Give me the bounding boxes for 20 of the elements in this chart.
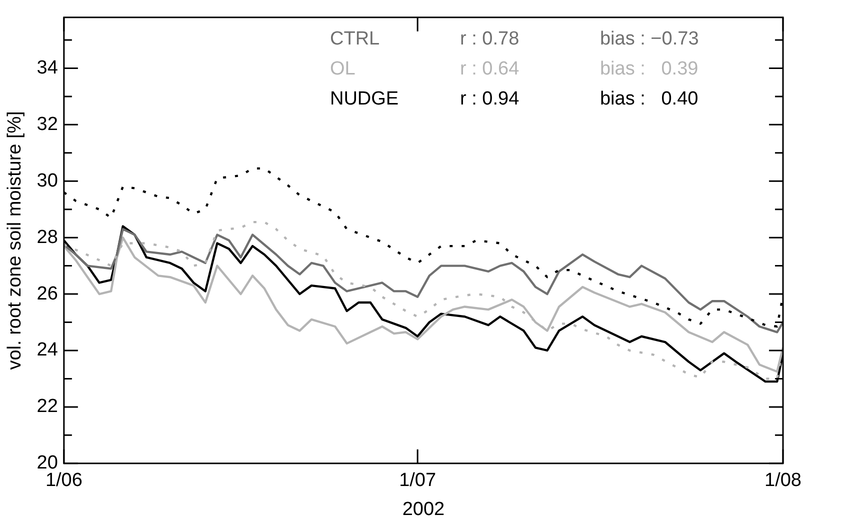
y-tick-label: 22 bbox=[36, 396, 58, 418]
x-axis-title: 2002 bbox=[402, 498, 445, 520]
y-tick-label: 32 bbox=[36, 114, 58, 135]
y-tick-label: 24 bbox=[36, 340, 58, 361]
annotation: bias : −0.73 bbox=[600, 28, 699, 50]
annotation: r : 0.64 bbox=[460, 58, 520, 80]
annotation: r : 0.78 bbox=[460, 28, 520, 50]
y-tick-label: 28 bbox=[36, 226, 58, 248]
x-tick-label: 1/07 bbox=[399, 470, 436, 492]
x-tick-label: 1/08 bbox=[764, 470, 802, 492]
y-tick-label: 34 bbox=[36, 57, 58, 78]
annotation: bias : 0.40 bbox=[600, 88, 698, 110]
text: CTRL bbox=[330, 28, 380, 50]
text: OL bbox=[330, 58, 356, 80]
annotation: r : 0.94 bbox=[460, 88, 520, 110]
text: NUDGE bbox=[330, 88, 399, 110]
y-axis-title: vol. root zone soil moisture [%] bbox=[4, 111, 26, 370]
annotation: bias : 0.39 bbox=[600, 58, 698, 80]
y-tick-label: 30 bbox=[36, 170, 58, 192]
y-tick-label: 26 bbox=[36, 283, 58, 304]
